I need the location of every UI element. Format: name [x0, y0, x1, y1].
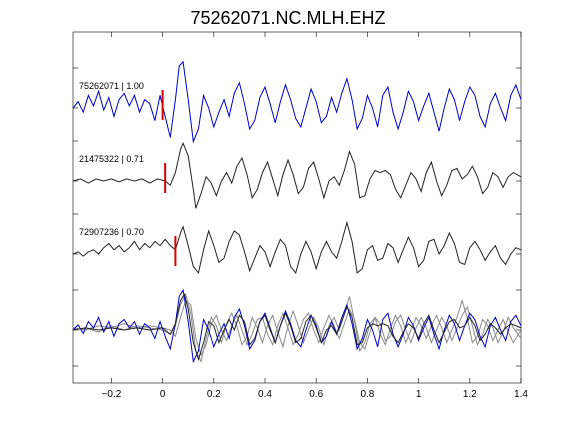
overlay-line-2	[72, 299, 522, 357]
x-tick-label-4: 0.6	[309, 389, 323, 400]
overlay-line-3	[72, 288, 522, 364]
chart-title: 75262071.NC.MLH.EHZ	[190, 8, 385, 28]
x-tick-label-1: 0	[160, 389, 166, 400]
x-tick-label-2: 0.2	[207, 389, 221, 400]
trace-line-2	[72, 141, 522, 209]
x-tick-label-3: 0.4	[258, 389, 272, 400]
x-tick-label-8: 1.4	[514, 389, 528, 400]
overlay-group	[72, 288, 522, 364]
x-axis: −0.2 0 0.2 0.4 0.6 0.8 1 1.2 1.4	[102, 32, 528, 400]
x-tick-label-7: 1.2	[463, 389, 477, 400]
x-tick-label-6: 1	[416, 389, 422, 400]
y-tick-group	[73, 67, 521, 367]
trace-label-2: 21475322 | 0.71	[79, 154, 144, 164]
plot-frame	[72, 31, 522, 384]
x-tick-label-5: 0.8	[360, 389, 374, 400]
trace-group: 75262071 | 1.00 21475322 | 0.71 72907236 |…	[72, 60, 522, 275]
trace-line-3	[72, 220, 522, 275]
trace-line-1	[72, 60, 522, 144]
trace-label-3: 72907236 | 0.70	[79, 227, 144, 237]
overlay-line-1	[72, 292, 522, 364]
overlay-line-4	[72, 293, 522, 362]
trace-label-1: 75262071 | 1.00	[79, 81, 144, 91]
x-tick-label-0: −0.2	[102, 389, 122, 400]
